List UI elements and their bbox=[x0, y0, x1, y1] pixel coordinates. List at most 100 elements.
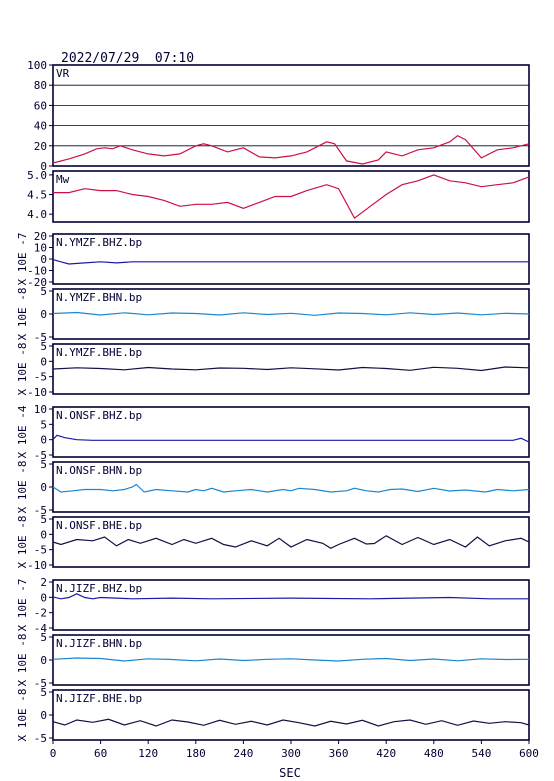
y-tick-label: 10 bbox=[34, 403, 47, 416]
y-tick-label: -5 bbox=[34, 449, 47, 462]
x-tick-label: 300 bbox=[281, 747, 301, 760]
y-tick-label: 40 bbox=[34, 120, 47, 133]
panels: 100806040200VR5.04.54.0Mw20100-10-20N.YM… bbox=[16, 59, 530, 745]
panel-label: N.ONSF.BHN.bp bbox=[56, 464, 142, 477]
y-tick-label: 5 bbox=[40, 686, 47, 699]
y-tick-label: 0 bbox=[40, 709, 47, 722]
y-tick-label: 0 bbox=[40, 434, 47, 447]
y-tick-label: 0 bbox=[40, 654, 47, 667]
series-line-ymzf-bhe bbox=[52, 366, 530, 372]
series-line-ymzf-bhz bbox=[52, 259, 529, 265]
panel-onsf-bhz: 10 5 0 -5 N.ONSF.BHZ.bp X 10E -4 bbox=[16, 403, 530, 462]
x-tick-label: 360 bbox=[329, 747, 349, 760]
panel-unit-label: X 10E -8 bbox=[16, 461, 29, 514]
panel-label: N.JIZF.BHN.bp bbox=[56, 637, 142, 650]
panel-unit-label: X 10E -4 bbox=[16, 405, 29, 458]
y-tick-label: 5 bbox=[40, 513, 47, 526]
y-tick-label: 5 bbox=[40, 631, 47, 644]
panel-onsf-bhe: 5 0 -5 -10 N.ONSF.BHE.bp X 10E -8 bbox=[16, 513, 530, 572]
x-tick-label: 60 bbox=[94, 747, 107, 760]
y-tick-label: -5 bbox=[34, 544, 47, 557]
x-tick-label: 540 bbox=[471, 747, 491, 760]
y-tick-label: 5 bbox=[40, 285, 47, 298]
y-tick-label: 100 bbox=[27, 59, 47, 72]
panel-unit-label: X 10E -8 bbox=[16, 288, 29, 341]
series-line-onsf-bhe bbox=[52, 535, 530, 549]
y-tick-label: -5 bbox=[34, 732, 47, 745]
y-tick-label: -5 bbox=[34, 677, 47, 690]
y-tick-label: 2 bbox=[40, 576, 47, 589]
panel-mw: 5.0 4.5 4.0 Mw bbox=[27, 169, 530, 223]
y-tick-label: 4.0 bbox=[27, 208, 47, 221]
y-tick-label: -2 bbox=[34, 607, 47, 620]
panel-frame bbox=[52, 64, 530, 167]
y-tick-label: 5 bbox=[40, 458, 47, 471]
series-line-ymzf-bhn bbox=[52, 311, 530, 316]
header-datetime: 2022/07/29 07:10 bbox=[61, 51, 194, 66]
series-line-onsf-bhz bbox=[52, 434, 530, 443]
panel-label: N.YMZF.BHE.bp bbox=[56, 346, 142, 359]
y-tick-label: -10 bbox=[27, 265, 47, 278]
panel-vr: 100 80 60 40 20 0 VR bbox=[27, 59, 530, 173]
x-tick-label: 480 bbox=[424, 747, 444, 760]
panel-label: N.ONSF.BHE.bp bbox=[56, 519, 142, 532]
series-line-jizf-bhe bbox=[52, 718, 530, 727]
panel-frame bbox=[52, 406, 530, 458]
panel-label: N.YMZF.BHZ.bp bbox=[56, 236, 142, 249]
series-line-jizf-bhn bbox=[52, 657, 530, 662]
panel-unit-label: X 10E -8 bbox=[16, 634, 29, 687]
y-tick-label: 10 bbox=[34, 242, 47, 255]
y-tick-label: 20 bbox=[34, 230, 47, 243]
y-tick-label: 0 bbox=[40, 355, 47, 368]
y-tick-label: -4 bbox=[34, 622, 48, 635]
panel-jizf-bhn: 5 0 -5 N.JIZF.BHN.bp X 10E -8 bbox=[16, 631, 530, 690]
panel-unit-label: X 10E -7 bbox=[16, 579, 29, 632]
panel-ymzf-bhn: 5 0 -5 N.YMZF.BHN.bp X 10E -8 bbox=[16, 285, 530, 344]
y-tick-label: 20 bbox=[34, 140, 47, 153]
y-tick-label: 0 bbox=[40, 591, 47, 604]
series-line-jizf-bhz bbox=[52, 593, 529, 600]
panel-jizf-bhe: 5 0 -5 N.JIZF.BHE.bp X 10E -8 bbox=[16, 686, 530, 745]
panel-frame bbox=[52, 579, 530, 631]
y-tick-label: -5 bbox=[34, 331, 47, 344]
panel-jizf-bhz: 2 0 -2 -4 N.JIZF.BHZ.bp X 10E -7 bbox=[16, 576, 530, 635]
y-tick-label: -10 bbox=[27, 386, 47, 399]
y-tick-label: 0 bbox=[40, 308, 47, 321]
panel-unit-label: X 10E -8 bbox=[16, 689, 29, 742]
x-tick-label: 420 bbox=[376, 747, 396, 760]
panel-label: N.ONSF.BHZ.bp bbox=[56, 409, 142, 422]
y-tick-label: -20 bbox=[27, 276, 47, 289]
x-tick-label: 0 bbox=[50, 747, 57, 760]
y-tick-label: -5 bbox=[34, 504, 47, 517]
y-tick-label: 5 bbox=[40, 418, 47, 431]
panel-label: N.JIZF.BHE.bp bbox=[56, 692, 142, 705]
y-tick-label: 0 bbox=[40, 528, 47, 541]
y-tick-label: 60 bbox=[34, 99, 47, 112]
x-tick-label: 240 bbox=[233, 747, 253, 760]
x-axis-label: SEC bbox=[279, 766, 301, 780]
y-tick-label: 4.5 bbox=[27, 189, 47, 202]
panel-label: N.JIZF.BHZ.bp bbox=[56, 582, 142, 595]
y-tick-label: 0 bbox=[40, 481, 47, 494]
series-line-vr bbox=[52, 134, 530, 165]
panel-unit-label: X 10E -7 bbox=[16, 233, 29, 286]
y-tick-label: -10 bbox=[27, 559, 47, 572]
panel-label: N.YMZF.BHN.bp bbox=[56, 291, 142, 304]
y-tick-label: 5 bbox=[40, 340, 47, 353]
series-line-onsf-bhn bbox=[52, 483, 530, 493]
panel-ymzf-bhe: 5 0 -5 -10 N.YMZF.BHE.bp X 10E -8 bbox=[16, 340, 530, 399]
panel-onsf-bhn: 5 0 -5 N.ONSF.BHN.bp X 10E -8 bbox=[16, 458, 530, 517]
x-tick-label: 120 bbox=[138, 747, 158, 760]
x-tick-label: 600 bbox=[519, 747, 539, 760]
panel-label: VR bbox=[56, 67, 70, 80]
y-tick-label: -5 bbox=[34, 371, 47, 384]
y-tick-label: 0 bbox=[40, 160, 47, 173]
panel-unit-label: X 10E -8 bbox=[16, 516, 29, 569]
y-tick-label: 0 bbox=[40, 253, 47, 266]
panel-frame bbox=[52, 170, 530, 223]
panel-label: Mw bbox=[56, 173, 70, 186]
y-tick-label: 80 bbox=[34, 79, 47, 92]
y-tick-label: 5.0 bbox=[27, 169, 47, 182]
